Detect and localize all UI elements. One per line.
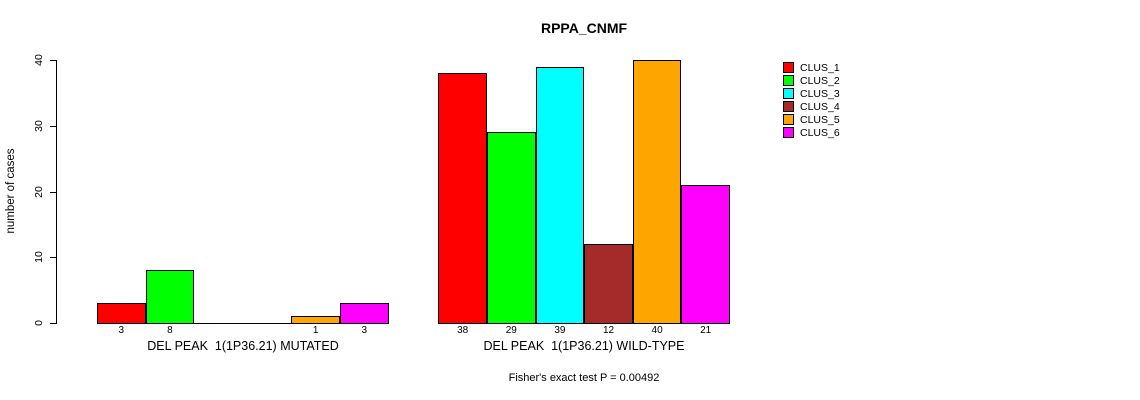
bar-value-label: 12 — [602, 325, 615, 336]
bar-value-label: 8 — [167, 325, 173, 336]
y-axis-label: number of cases — [5, 148, 17, 234]
bar-clus_6 — [681, 184, 730, 324]
y-tick-mark — [50, 191, 57, 193]
legend-item-clus_2: CLUS_2 — [783, 74, 840, 87]
fisher-test-annotation: Fisher's exact test P = 0.00492 — [508, 372, 660, 384]
bar-clus_5 — [291, 316, 340, 324]
legend-label: CLUS_1 — [800, 61, 840, 74]
y-tick-label: 10 — [33, 251, 45, 264]
bar-clus_5 — [632, 60, 682, 324]
bar-value-label: 21 — [700, 325, 712, 336]
bar-value-label: 38 — [457, 325, 469, 336]
legend-label: CLUS_4 — [800, 100, 840, 113]
chart-title: RPPA_CNMF — [540, 20, 628, 36]
bar-value-label: 3 — [361, 325, 368, 336]
y-tick-mark — [50, 125, 57, 127]
group-label-wildtype: DEL PEAK 1(1P36.21) WILD-TYPE — [483, 339, 685, 353]
bar-value-label: 39 — [554, 325, 566, 336]
legend-swatch-clus_3 — [783, 88, 794, 99]
legend-item-clus_4: CLUS_4 — [783, 100, 840, 113]
legend-swatch-clus_4 — [783, 101, 794, 112]
bar-value-label: 40 — [651, 325, 663, 336]
legend-item-clus_6: CLUS_6 — [783, 126, 840, 139]
bar-clus_1 — [97, 303, 146, 324]
legend-label: CLUS_5 — [800, 113, 840, 126]
legend-swatch-clus_1 — [783, 62, 794, 73]
y-tick-label: 0 — [33, 320, 45, 326]
legend-swatch-clus_6 — [783, 127, 794, 138]
y-tick-mark — [50, 60, 57, 61]
legend-item-clus_3: CLUS_3 — [783, 87, 840, 100]
legend-label: CLUS_3 — [800, 87, 840, 100]
bar-clus_1 — [438, 73, 487, 324]
legend-swatch-clus_2 — [783, 75, 794, 86]
legend: CLUS_1 CLUS_2 CLUS_3 CLUS_4 CLUS_5 CLUS_6 — [783, 61, 840, 139]
x-axis-baseline — [97, 323, 389, 324]
legend-item-clus_5: CLUS_5 — [783, 113, 840, 126]
y-tick-mark — [50, 257, 57, 259]
bar-clus_3 — [535, 66, 585, 324]
bar-clus_6 — [340, 303, 389, 324]
bar-clus_4 — [584, 244, 633, 324]
bar-value-label: 1 — [312, 325, 319, 336]
group-label-mutated: DEL PEAK 1(1P36.21) MUTATED — [147, 339, 339, 353]
bar-clus_2 — [487, 132, 536, 324]
legend-label: CLUS_2 — [800, 74, 840, 87]
legend-swatch-clus_5 — [783, 114, 794, 125]
bar-value-label: 3 — [118, 325, 125, 336]
legend-item-clus_1: CLUS_1 — [783, 61, 840, 74]
bar-value-label: 29 — [505, 325, 517, 336]
bar-clus_2 — [145, 270, 195, 324]
y-tick-mark — [50, 323, 57, 324]
y-tick-label: 40 — [33, 54, 45, 66]
y-tick-label: 20 — [33, 185, 45, 198]
y-tick-label: 30 — [33, 119, 45, 132]
legend-label: CLUS_6 — [800, 126, 840, 139]
